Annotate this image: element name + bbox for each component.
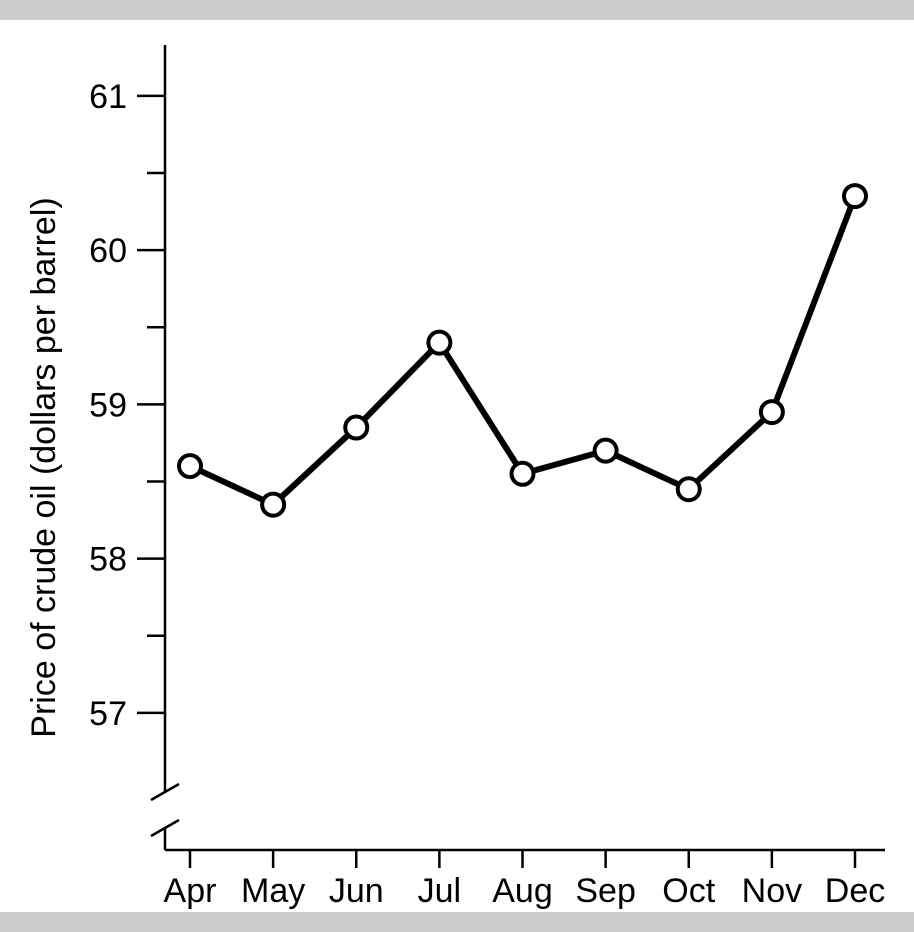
data-marker: [595, 440, 617, 462]
oil-price-line-chart: 57 58 59 60 61 Apr May Jun Jul Aug Sep Oct Nov Dec Pri…: [0, 0, 914, 932]
data-marker: [345, 417, 367, 439]
x-tick-label: May: [241, 872, 305, 910]
data-marker: [428, 332, 450, 354]
data-marker: [262, 494, 284, 516]
data-marker: [179, 455, 201, 477]
data-marker: [678, 478, 700, 500]
y-tick-label: 59: [89, 386, 127, 424]
x-tick-label: Apr: [164, 872, 217, 910]
x-tick-label: Dec: [825, 872, 885, 910]
data-marker: [844, 185, 866, 207]
x-tick-label: Jul: [418, 872, 461, 910]
x-tick-label: Jun: [329, 872, 384, 910]
x-tick-label: Sep: [575, 872, 636, 910]
data-marker: [512, 463, 534, 485]
chart-container: 57 58 59 60 61 Apr May Jun Jul Aug Sep Oct Nov Dec Pri…: [0, 0, 914, 932]
y-tick-label: 58: [89, 541, 127, 579]
x-tick-label: Aug: [492, 872, 553, 910]
y-tick-label: 60: [89, 232, 127, 270]
y-axis-label: Price of crude oil (dollars per barrel): [25, 197, 63, 737]
data-line: [190, 196, 855, 505]
data-marker: [761, 401, 783, 423]
y-tick-label: 61: [89, 78, 127, 116]
y-tick-label: 57: [89, 695, 127, 733]
x-tick-label: Oct: [662, 872, 715, 910]
x-tick-label: Nov: [742, 872, 802, 910]
